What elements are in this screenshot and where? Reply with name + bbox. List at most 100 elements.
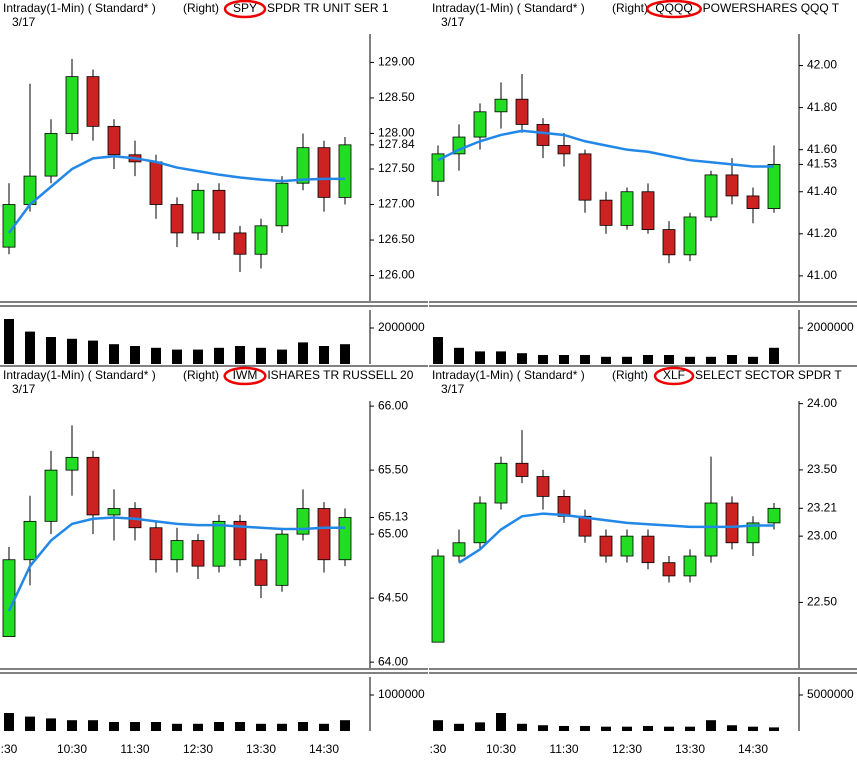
date-label: 3/17 <box>441 382 465 396</box>
candle-body <box>683 216 697 256</box>
candle-body <box>86 456 100 516</box>
volume-bar <box>517 353 527 364</box>
volume-bar <box>319 723 329 731</box>
moving-average <box>437 129 774 168</box>
volume-bar <box>706 356 716 364</box>
date-label: 3/17 <box>12 382 36 396</box>
volume-bar <box>214 722 224 731</box>
candle-body <box>515 98 529 125</box>
candle-body <box>767 507 781 524</box>
candle-body <box>317 147 331 198</box>
volume-bar <box>727 725 737 731</box>
volume-bar <box>559 355 569 364</box>
candle-body <box>23 520 37 561</box>
volume-bar <box>46 337 56 364</box>
volume-bar <box>151 347 161 364</box>
x-tick-label: 11:30 <box>549 742 578 756</box>
y-tick-label: 66.00 <box>378 398 408 412</box>
candle-body <box>620 191 634 226</box>
security-name: SELECT SECTOR SPDR T <box>695 368 842 382</box>
candle-body <box>149 161 163 205</box>
volume-bar <box>340 344 350 364</box>
volume-bar <box>433 337 443 364</box>
volume-bar <box>580 355 590 364</box>
candle-body <box>725 174 739 197</box>
volume-tick-label: 5000000 <box>807 687 854 701</box>
volume-bar <box>298 722 308 731</box>
volume-bar <box>235 346 245 364</box>
date-label: 3/17 <box>441 15 465 29</box>
volume-bar <box>235 722 245 731</box>
y-tick-label: 127.00 <box>378 197 415 211</box>
study-label: Intraday(1-Min) ( Standard* ) <box>3 1 156 15</box>
volume-bar <box>130 722 140 731</box>
candle-body <box>275 533 289 586</box>
candle-body <box>473 111 487 138</box>
volume-bar <box>25 331 35 364</box>
security-name: ISHARES TR RUSSELL 20 <box>267 368 413 382</box>
candle-body <box>2 559 16 637</box>
candle-body <box>338 517 352 561</box>
candle-body <box>452 542 466 557</box>
volume-bar <box>130 346 140 364</box>
x-tick-label: 10:30 <box>57 742 87 756</box>
candle-body <box>233 520 247 561</box>
volume-bar <box>538 355 548 364</box>
y-tick-label: 41.80 <box>807 100 837 114</box>
candle-body <box>599 535 613 557</box>
candle-body <box>494 462 508 504</box>
volume-bar <box>151 722 161 731</box>
candle-body <box>170 204 184 234</box>
y-tick-label: 41.00 <box>807 268 837 282</box>
volume-bar <box>580 725 590 731</box>
candle-body <box>65 456 79 471</box>
ticker-circle <box>646 0 702 19</box>
y-tick-label: 128.50 <box>378 90 415 104</box>
x-tick-label: :30 <box>430 742 447 756</box>
candle-body <box>275 182 289 227</box>
moving-average <box>7 154 345 234</box>
volume-bar <box>214 347 224 364</box>
y-tick-label: 24.00 <box>807 396 837 410</box>
candle-body <box>536 476 550 497</box>
candle-body <box>44 469 58 522</box>
ticker: XLF <box>663 368 685 382</box>
volume-bar <box>46 718 56 731</box>
volume-bar <box>601 356 611 364</box>
x-tick-label: 14:30 <box>309 742 339 756</box>
candle-body <box>338 144 352 198</box>
candle-body <box>254 559 268 586</box>
volume-bar <box>256 347 266 364</box>
candle-body <box>44 133 58 177</box>
volume-bar <box>496 713 506 731</box>
y-tick-label: 126.00 <box>378 268 415 282</box>
chart-panel: Intraday(1-Min) ( Standard* ) (Right) SPY S… <box>0 0 428 367</box>
candle-body <box>254 225 268 255</box>
candle-body <box>317 508 331 561</box>
volume-bar <box>4 319 14 364</box>
volume-bar <box>496 351 506 364</box>
security-name: POWERSHARES QQQ T <box>703 1 840 15</box>
candle-body <box>557 145 571 155</box>
candle-body <box>170 540 184 561</box>
x-tick-label: 12:30 <box>183 742 213 756</box>
volume-bar <box>109 344 119 364</box>
candle-body <box>620 535 634 557</box>
last-price-label: 41.53 <box>807 157 837 171</box>
ticker-circle <box>223 366 267 386</box>
volume-bar <box>25 716 35 731</box>
candle-body <box>212 189 226 234</box>
chart-panel: Intraday(1-Min) ( Standard* ) (Right) QQQQ… <box>429 0 857 367</box>
y-tick-label: 64.50 <box>378 590 408 604</box>
candle-body <box>107 125 121 156</box>
volume-bar <box>769 347 779 364</box>
chart-panel: Intraday(1-Min) ( Standard* ) (Right) IWM I… <box>0 366 428 756</box>
ticker: IWM <box>233 368 258 382</box>
candle-body <box>515 462 529 477</box>
y-tick-label: 129.00 <box>378 55 415 69</box>
candle-body <box>662 229 676 256</box>
moving-average <box>7 516 345 612</box>
y-tick-label: 127.50 <box>378 161 415 175</box>
volume-tick-label: 2000000 <box>378 320 425 334</box>
